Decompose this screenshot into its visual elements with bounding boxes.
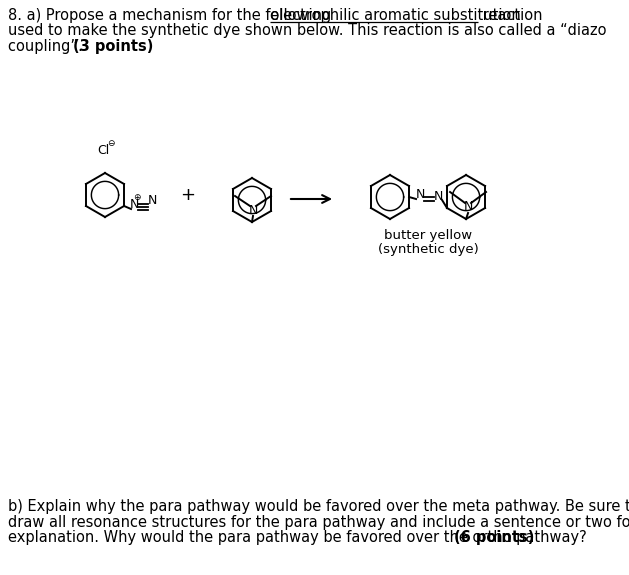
- Text: N: N: [464, 201, 473, 213]
- Text: +: +: [181, 186, 196, 204]
- Text: Cl: Cl: [97, 144, 109, 158]
- Text: 8. a) Propose a mechanism for the following: 8. a) Propose a mechanism for the follow…: [8, 8, 336, 23]
- Text: N: N: [148, 194, 157, 206]
- Text: ⊖: ⊖: [108, 140, 114, 148]
- Text: used to make the synthetic dye shown below. This reaction is also called a “diaz: used to make the synthetic dye shown bel…: [8, 24, 606, 39]
- Text: coupling”.: coupling”.: [8, 39, 87, 54]
- Text: (3 points): (3 points): [74, 39, 154, 54]
- Text: (6 points): (6 points): [454, 530, 535, 545]
- Text: reaction: reaction: [478, 8, 543, 23]
- Text: electrophilic aromatic substitution: electrophilic aromatic substitution: [270, 8, 521, 23]
- Text: N: N: [434, 190, 443, 202]
- Text: b) Explain why the para pathway would be favored over the meta pathway. Be sure : b) Explain why the para pathway would be…: [8, 499, 629, 514]
- Text: N: N: [248, 204, 258, 217]
- Text: explanation. Why would the para pathway be favored over the ortho pathway?: explanation. Why would the para pathway …: [8, 530, 591, 545]
- Text: N: N: [130, 197, 140, 210]
- Text: (synthetic dye): (synthetic dye): [377, 243, 479, 256]
- Text: N: N: [416, 187, 425, 201]
- Text: ⊕: ⊕: [133, 193, 141, 201]
- Text: butter yellow: butter yellow: [384, 229, 472, 242]
- Text: draw all resonance structures for the para pathway and include a sentence or two: draw all resonance structures for the pa…: [8, 515, 629, 530]
